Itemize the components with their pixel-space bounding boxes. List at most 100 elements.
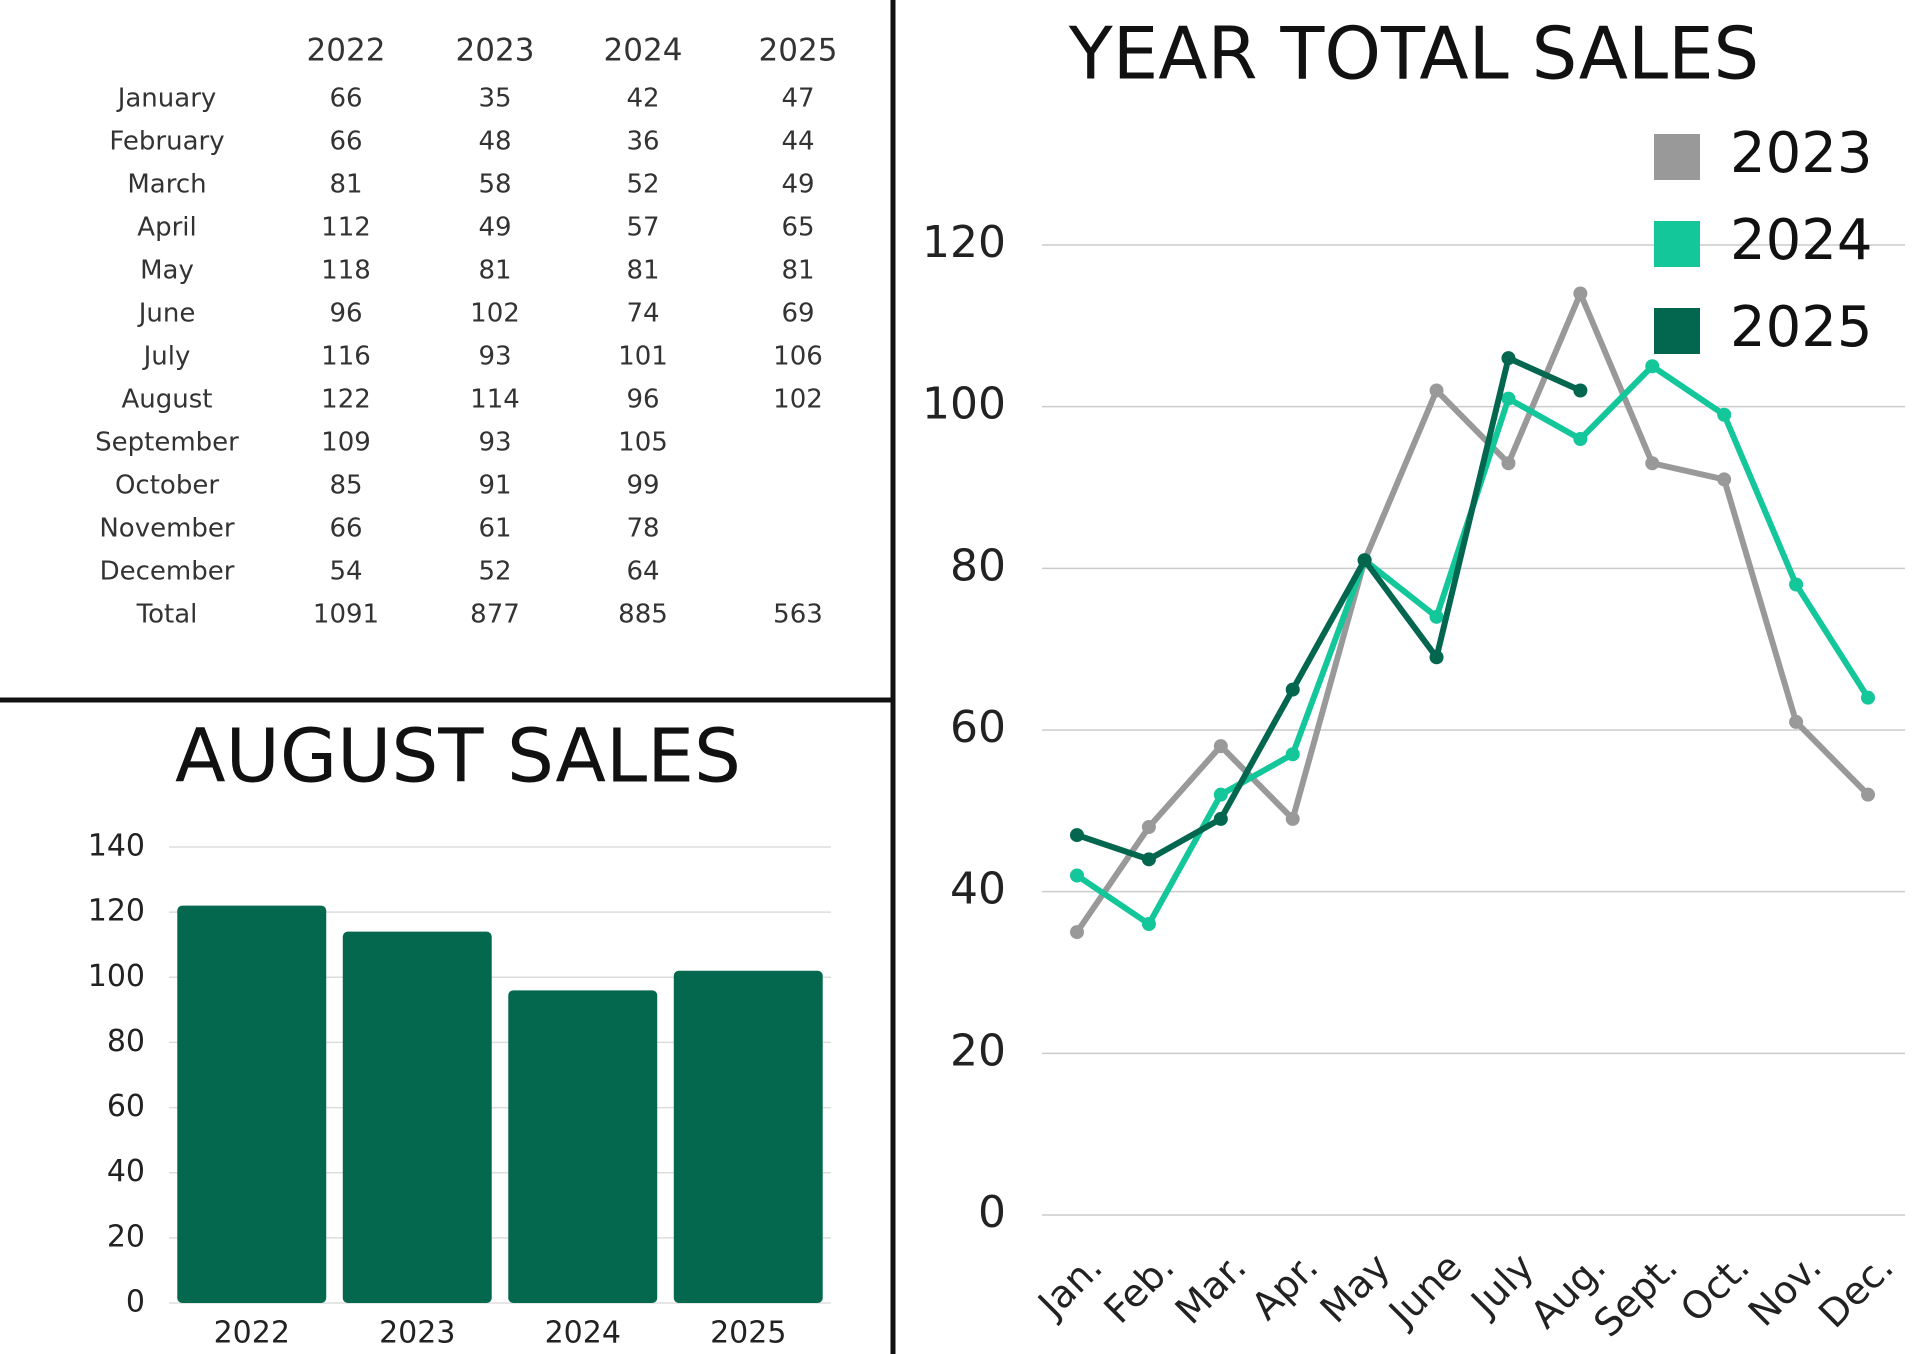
point [1717, 407, 1732, 422]
point [1213, 787, 1228, 802]
bar [342, 931, 492, 1303]
cell: 49 [781, 170, 814, 200]
row-label: Total [136, 600, 198, 630]
y-tick-label: 80 [950, 540, 1006, 591]
cell: 69 [781, 299, 814, 329]
point [1717, 472, 1732, 487]
cell: 102 [470, 299, 520, 329]
column-header: 2024 [604, 33, 683, 69]
cell: 47 [781, 84, 814, 114]
cell: 122 [321, 385, 371, 415]
cell: 52 [626, 170, 659, 200]
row-label: March [127, 170, 206, 200]
column-header: 2023 [456, 33, 535, 69]
cell: 112 [321, 213, 371, 243]
cell: 81 [329, 170, 362, 200]
x-tick-label: 2023 [379, 1316, 455, 1351]
x-tick-label: Jan. [1028, 1245, 1110, 1327]
cell: 105 [618, 428, 668, 458]
y-tick-label: 20 [107, 1219, 145, 1254]
point [1213, 811, 1228, 826]
legend-label: 2025 [1730, 295, 1873, 360]
row-label: July [142, 342, 191, 372]
point [1501, 456, 1516, 471]
point [1285, 811, 1300, 826]
y-tick-label: 140 [88, 829, 145, 864]
y-tick-label: 120 [922, 217, 1006, 268]
cell: 61 [478, 514, 511, 544]
point [1070, 868, 1084, 883]
point [1573, 432, 1588, 446]
cell: 96 [329, 299, 362, 329]
cell: 93 [478, 342, 511, 372]
x-tick-label: 2022 [214, 1316, 290, 1351]
row-label: August [122, 385, 213, 415]
x-tick-label: 2025 [710, 1316, 786, 1351]
cell: 74 [626, 299, 659, 329]
cell: 116 [321, 342, 371, 372]
point [1285, 682, 1300, 697]
y-tick-label: 60 [107, 1089, 145, 1124]
cell: 114 [470, 385, 520, 415]
point [1070, 828, 1084, 843]
point [1501, 391, 1516, 406]
cell: 64 [626, 557, 659, 587]
cell: 57 [626, 213, 659, 243]
point [1573, 286, 1588, 301]
y-tick-label: 40 [107, 1154, 145, 1189]
chart-title: AUGUST SALES [175, 714, 741, 800]
row-label: September [95, 428, 239, 458]
point [1357, 553, 1372, 568]
cell: 109 [321, 428, 371, 458]
row-label: January [116, 84, 217, 114]
cell: 36 [626, 127, 659, 157]
point [1141, 917, 1156, 931]
cell: 877 [470, 600, 520, 630]
point [1501, 351, 1516, 366]
y-tick-label: 120 [88, 894, 145, 929]
cell: 52 [478, 557, 511, 587]
legend-swatch [1654, 308, 1700, 354]
cell: 85 [329, 471, 362, 501]
cell: 101 [618, 342, 668, 372]
point [1429, 383, 1444, 398]
y-tick-label: 100 [88, 959, 145, 994]
point [1285, 747, 1300, 762]
series-line [1075, 363, 1871, 927]
y-tick-label: 100 [922, 379, 1006, 430]
y-tick-label: 80 [107, 1024, 145, 1059]
point [1645, 359, 1660, 374]
cell: 102 [773, 385, 823, 415]
x-tick-label: Apr. [1243, 1245, 1327, 1329]
bar [673, 970, 823, 1303]
cell: 885 [618, 600, 668, 630]
cell: 99 [626, 471, 659, 501]
y-tick-label: 0 [126, 1285, 145, 1320]
cell: 49 [478, 213, 511, 243]
cell: 44 [781, 127, 814, 157]
x-tick-label: 2024 [545, 1316, 621, 1351]
bar [177, 905, 327, 1303]
bar [508, 990, 658, 1303]
row-label: May [140, 256, 194, 286]
cell: 66 [329, 84, 362, 114]
cell: 106 [773, 342, 823, 372]
point [1573, 383, 1588, 398]
cell: 78 [626, 514, 659, 544]
cell: 563 [773, 600, 823, 630]
cell: 66 [329, 514, 362, 544]
cell: 58 [478, 170, 511, 200]
column-header: 2022 [307, 33, 386, 69]
point [1645, 456, 1660, 471]
cell: 42 [626, 84, 659, 114]
legend-swatch [1654, 221, 1700, 267]
row-label: April [137, 213, 196, 243]
point [1861, 787, 1875, 802]
cell: 118 [321, 256, 371, 286]
cell: 81 [626, 256, 659, 286]
x-tick-label: Nov. [1740, 1245, 1830, 1335]
y-tick-label: 60 [950, 702, 1006, 753]
cell: 66 [329, 127, 362, 157]
cell: 35 [478, 84, 511, 114]
